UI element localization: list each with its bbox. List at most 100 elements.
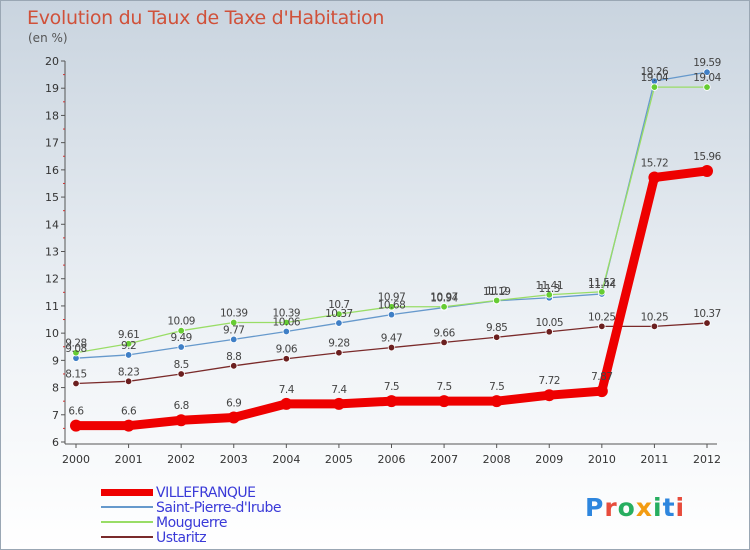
- data-point: [72, 379, 80, 388]
- data-point: [124, 351, 133, 359]
- data-point: [227, 411, 240, 424]
- data-label: 6.6: [121, 406, 137, 418]
- y-tick-label: 9: [52, 354, 59, 367]
- data-point: [440, 338, 448, 347]
- x-tick-label: 2009: [535, 453, 563, 466]
- legend-swatch: [101, 506, 153, 508]
- legend-label: Ustaritz: [156, 530, 207, 546]
- data-point: [230, 335, 238, 344]
- data-label: 10.39: [220, 308, 248, 320]
- data-point: [543, 389, 556, 402]
- y-tick-label: 7: [52, 409, 59, 422]
- data-label: 7.5: [384, 381, 399, 393]
- legend-label: VILLEFRANQUE: [156, 485, 256, 501]
- y-tick-label: 19: [45, 82, 59, 95]
- x-tick-label: 2011: [640, 453, 668, 466]
- data-point: [177, 343, 185, 351]
- data-label: 9.47: [381, 333, 402, 345]
- data-point: [175, 414, 188, 427]
- data-label: 9.61: [118, 329, 139, 341]
- data-label: 10.94: [430, 293, 458, 305]
- proxiti-logo: Proxiti: [585, 493, 685, 522]
- data-label: 10.06: [273, 317, 301, 329]
- legend-label: Mouguerre: [156, 515, 227, 531]
- logo-letter: r: [604, 493, 618, 522]
- data-label: 9.28: [65, 338, 86, 350]
- logo-letter: i: [675, 493, 686, 522]
- data-point: [230, 318, 238, 327]
- data-label: 11.44: [588, 279, 616, 291]
- data-point: [282, 327, 291, 336]
- data-point: [177, 326, 185, 335]
- data-label: 8.5: [174, 359, 189, 371]
- data-point: [335, 319, 343, 327]
- x-tick-label: 2001: [115, 453, 143, 466]
- data-point: [335, 349, 343, 357]
- y-tick-label: 14: [45, 218, 59, 231]
- y-tick-label: 13: [45, 246, 59, 259]
- data-label: 15.72: [641, 157, 669, 169]
- data-point: [124, 340, 133, 348]
- data-label: 19.26: [641, 66, 669, 78]
- legend-label: Saint-Pierre-d'Irube: [156, 500, 282, 516]
- data-label: 9.66: [433, 327, 455, 339]
- data-point: [703, 68, 711, 76]
- data-point: [122, 419, 135, 432]
- legend-swatch: [101, 488, 153, 496]
- data-label: 15.96: [693, 151, 721, 163]
- data-label: 9.28: [328, 338, 349, 350]
- data-label: 9.49: [170, 332, 191, 344]
- data-point: [177, 370, 185, 378]
- y-tick-label: 15: [45, 191, 59, 204]
- data-point: [335, 310, 343, 318]
- data-point: [280, 397, 293, 410]
- data-label: 6.6: [68, 406, 84, 418]
- data-label: 10.97: [430, 292, 458, 304]
- data-label: 7.4: [279, 384, 295, 396]
- data-point: [70, 419, 82, 432]
- data-label: 8.8: [226, 351, 241, 363]
- x-tick-label: 2010: [588, 453, 616, 466]
- data-label: 10.09: [167, 316, 195, 328]
- x-tick-label: 2006: [378, 453, 406, 466]
- data-point: [72, 349, 80, 357]
- logo-letter: o: [617, 493, 636, 522]
- data-point: [703, 83, 711, 91]
- chart-title: Evolution du Taux de Taxe d'Habitation: [27, 7, 385, 29]
- y-tick-label: 16: [45, 164, 59, 177]
- data-point: [598, 322, 606, 331]
- data-point: [650, 83, 659, 91]
- data-label: 11.19: [483, 286, 511, 298]
- data-label: 10.68: [378, 300, 406, 312]
- y-tick-label: 11: [45, 300, 59, 313]
- data-point: [438, 395, 451, 408]
- logo-letter: x: [635, 493, 653, 522]
- data-point: [387, 303, 396, 311]
- x-tick-label: 2008: [483, 453, 511, 466]
- x-tick-label: 2000: [62, 453, 90, 466]
- data-point: [332, 397, 345, 410]
- data-label: 8.23: [118, 366, 139, 378]
- data-point: [595, 385, 608, 398]
- data-label: 19.04: [641, 72, 669, 84]
- data-label: 11.41: [535, 280, 563, 292]
- data-point: [490, 395, 503, 408]
- data-label: 9.77: [223, 324, 244, 336]
- y-tick-label: 12: [45, 273, 59, 286]
- data-point: [387, 310, 396, 319]
- data-point: [282, 355, 291, 363]
- logo-letter: t: [662, 493, 676, 522]
- data-label: 7.87: [591, 371, 612, 383]
- x-tick-label: 2012: [693, 453, 721, 466]
- x-tick-label: 2007: [430, 453, 458, 466]
- y-tick-label: 17: [45, 137, 59, 150]
- data-label: 11.3: [539, 283, 560, 295]
- x-tick-label: 2003: [220, 453, 248, 466]
- data-label: 10.25: [588, 311, 616, 323]
- data-label: 6.9: [226, 398, 241, 410]
- data-point: [387, 343, 396, 352]
- logo-letter: P: [585, 493, 605, 522]
- data-label: 7.5: [489, 381, 504, 393]
